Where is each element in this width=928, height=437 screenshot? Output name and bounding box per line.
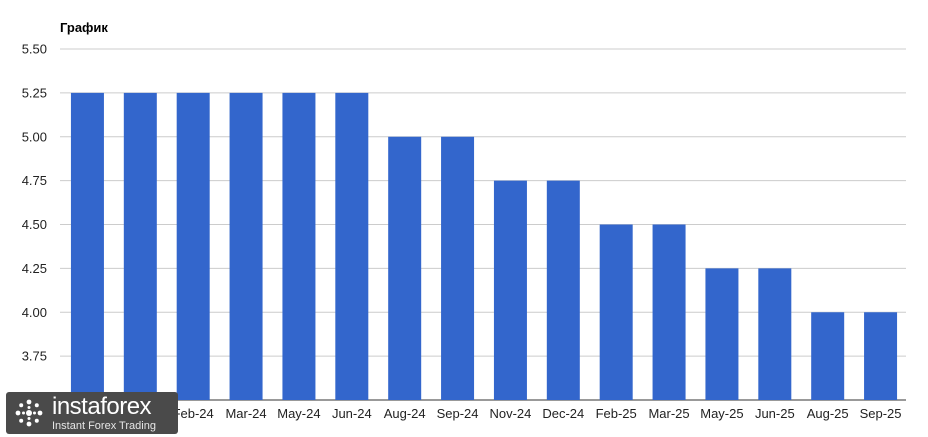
y-tick-label: 4.25 [22, 261, 47, 276]
bar [758, 268, 792, 400]
y-tick-label: 5.00 [22, 129, 47, 144]
bar [176, 92, 210, 400]
instaforex-watermark: instaforex Instant Forex Trading [6, 392, 178, 434]
y-tick-label: 4.50 [22, 217, 47, 232]
bar [493, 180, 527, 400]
x-tick-label: Jun-24 [332, 406, 372, 421]
bar [599, 224, 633, 400]
x-tick-label: May-25 [700, 406, 743, 421]
bar [546, 180, 580, 400]
bar [282, 92, 316, 400]
y-tick-label: 4.75 [22, 173, 47, 188]
bar [388, 136, 422, 400]
bar [123, 92, 157, 400]
x-axis-tick-labels: Feb-24 Mar-24 May-24 Jun-24 Aug-24 Sep-24 Nov-… [173, 406, 902, 421]
x-tick-label: Feb-25 [596, 406, 637, 421]
chart-title: График [60, 20, 108, 35]
y-tick-label: 4.00 [22, 305, 47, 320]
y-tick-label: 3.75 [22, 349, 47, 364]
x-tick-label: Aug-24 [384, 406, 426, 421]
bar [70, 92, 104, 400]
x-tick-label: Sep-24 [437, 406, 479, 421]
bar [811, 312, 845, 400]
instaforex-logo-icon [15, 399, 43, 427]
bar [652, 224, 686, 400]
x-tick-label: Jun-25 [755, 406, 795, 421]
x-tick-label: Mar-25 [648, 406, 689, 421]
x-tick-label: Sep-25 [860, 406, 902, 421]
bar [441, 136, 475, 400]
y-tick-label: 5.25 [22, 85, 47, 100]
x-tick-label: Aug-25 [807, 406, 849, 421]
bar [229, 92, 263, 400]
y-tick-label: 5.50 [22, 42, 47, 57]
watermark-tagline: Instant Forex Trading [52, 419, 156, 432]
x-tick-label: Nov-24 [489, 406, 531, 421]
bar [335, 92, 369, 400]
bar [705, 268, 739, 400]
x-tick-label: Feb-24 [173, 406, 214, 421]
bars [70, 92, 898, 400]
x-tick-label: Mar-24 [225, 406, 266, 421]
y-axis-tick-labels: 5.50 5.25 5.00 4.75 4.50 4.25 4.00 3.75 [22, 42, 47, 364]
x-tick-label: Dec-24 [542, 406, 584, 421]
x-tick-label: May-24 [277, 406, 320, 421]
watermark-brand-name: instaforex [52, 392, 152, 420]
bar [864, 312, 898, 400]
